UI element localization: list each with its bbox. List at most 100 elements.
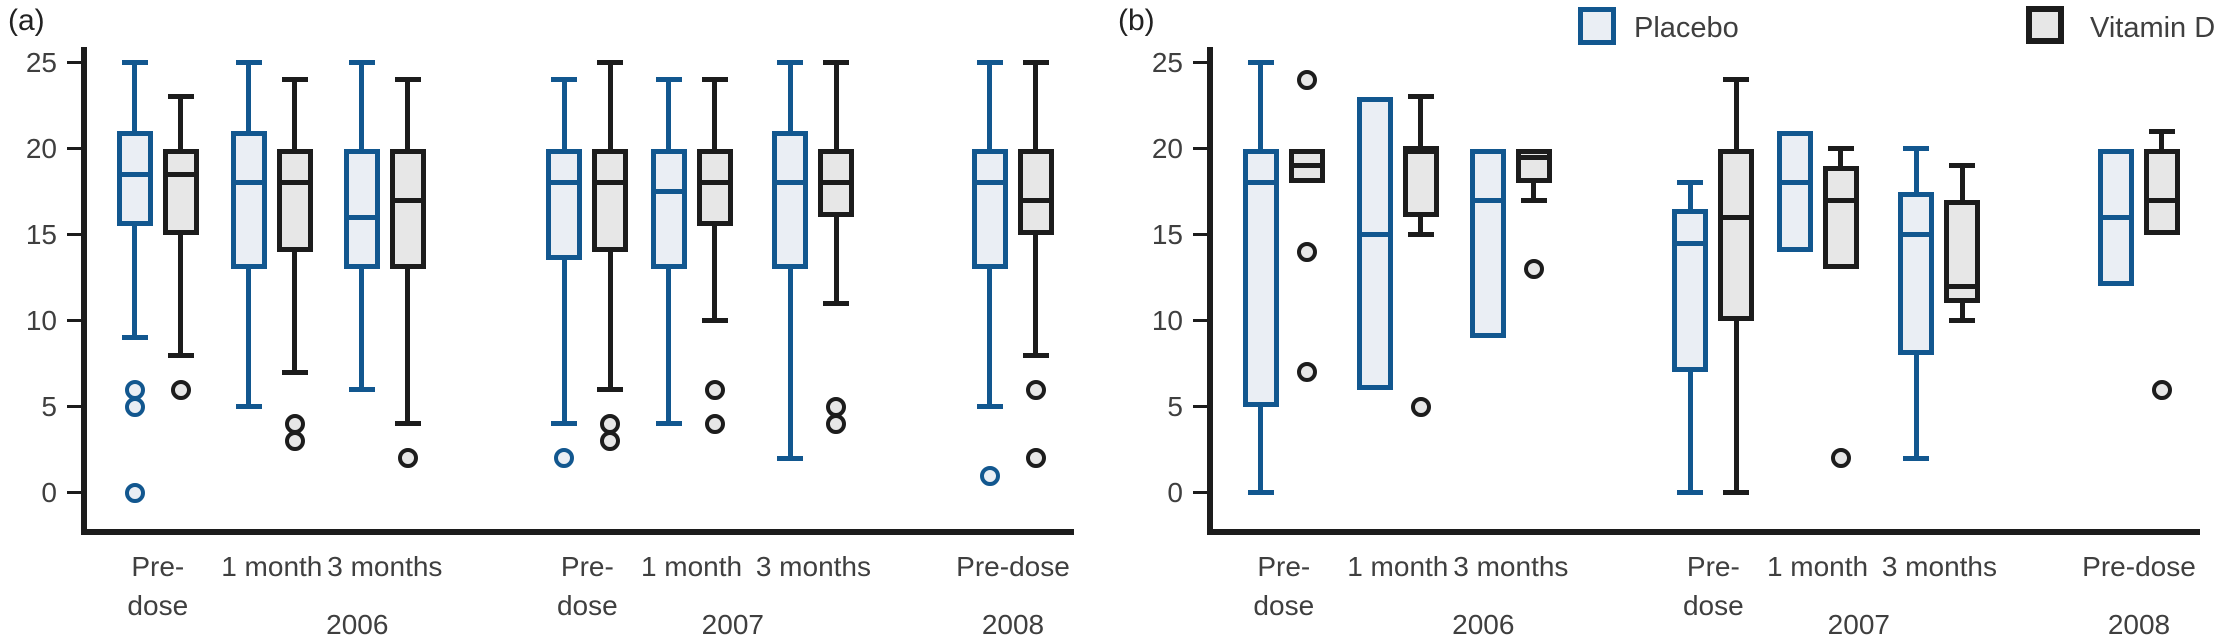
placebo-box — [116, 131, 153, 227]
vitamin_d-upper-whisker-cap — [167, 94, 194, 100]
x-category-label: Pre- dose — [1682, 551, 1744, 621]
vitamin_d-median-line — [1017, 197, 1054, 203]
panel-b-y-axis — [1207, 47, 1213, 535]
x-category-label: Pre- dose — [127, 551, 189, 621]
placebo-upper-whisker — [666, 79, 672, 149]
y-tick — [1193, 233, 1207, 237]
y-tick — [1193, 491, 1207, 495]
placebo-box — [650, 148, 687, 270]
placebo-upper-whisker — [561, 79, 567, 149]
vitamin_d-upper-whisker — [1418, 96, 1424, 149]
placebo-box — [1242, 148, 1279, 407]
vitamin_d-median-line — [1515, 154, 1552, 160]
x-category-label: 1 month — [221, 551, 323, 582]
placebo-lower-whisker — [1258, 406, 1264, 493]
placebo-box — [772, 131, 809, 270]
placebo-upper-whisker-cap — [121, 59, 148, 65]
placebo-upper-whisker-cap — [976, 59, 1003, 65]
x-category-label: 3 months — [1881, 551, 1997, 582]
y-tick — [1193, 147, 1207, 151]
placebo-upper-whisker — [132, 62, 138, 132]
x-category-label: 1 month — [1766, 551, 1869, 582]
placebo-median-line — [1469, 197, 1506, 203]
vitamin_d-lower-whisker-cap — [823, 300, 850, 306]
placebo-box — [343, 148, 380, 270]
placebo-upper-whisker-cap — [1677, 180, 1704, 186]
x-year-label: 2007 — [1827, 609, 1890, 639]
vitamin_d-box — [1515, 148, 1552, 183]
vitamin_d-lower-whisker — [1531, 182, 1537, 201]
vitamin_d-outlier — [1025, 448, 1046, 469]
placebo-lower-whisker-cap — [348, 387, 375, 393]
placebo-lower-whisker-cap — [1677, 490, 1704, 496]
y-tick — [1193, 405, 1207, 409]
placebo-upper-whisker — [987, 62, 993, 149]
y-tick — [67, 491, 81, 495]
legend-swatch-placebo — [1578, 7, 1616, 45]
placebo-upper-whisker-cap — [235, 59, 262, 65]
placebo-median-line — [1672, 240, 1709, 246]
panel-a-plot-area: 0 5 10 15 20 25 Pre- dose 1 month 3 months Pre- d… — [26, 47, 1074, 639]
placebo-median-line — [116, 171, 153, 177]
vitamin_d-box — [1718, 148, 1755, 321]
vitamin_d-box — [2143, 148, 2180, 235]
placebo-lower-whisker — [359, 269, 365, 390]
vitamin_d-lower-whisker — [833, 217, 839, 304]
vitamin_d-upper-whisker-cap — [2148, 128, 2175, 134]
placebo-upper-whisker-cap — [1247, 59, 1274, 65]
vitamin_d-lower-whisker — [405, 269, 411, 424]
panel-a-label: (a) — [8, 4, 45, 37]
placebo-outlier — [979, 465, 1000, 486]
vitamin_d-median-line — [1288, 163, 1325, 169]
placebo-upper-whisker-cap — [1903, 146, 1930, 152]
placebo-median-line — [1242, 180, 1279, 186]
vitamin_d-lower-whisker-cap — [1723, 490, 1750, 496]
vitamin_d-upper-whisker-cap — [1827, 146, 1854, 152]
vitamin_d-upper-whisker — [292, 79, 298, 149]
placebo-box — [546, 148, 583, 261]
x-category-label: Pre- dose — [556, 551, 618, 621]
placebo-lower-whisker — [246, 269, 252, 407]
y-tick-label: 10 — [25, 304, 57, 336]
legend-label-placebo: Placebo — [1634, 12, 1739, 44]
vitamin_d-outlier — [1523, 259, 1544, 280]
vitamin_d-box — [696, 148, 733, 227]
y-tick-label: 20 — [1151, 132, 1183, 164]
vitamin_d-median-line — [1718, 214, 1755, 220]
vitamin_d-lower-whisker-cap — [1949, 318, 1976, 324]
x-category-label: 3 months — [327, 551, 443, 582]
vitamin_d-outlier — [826, 413, 847, 434]
placebo-lower-whisker-cap — [976, 404, 1003, 410]
vitamin_d-lower-whisker-cap — [394, 421, 421, 427]
y-tick — [67, 233, 81, 237]
x-category-label: 1 month — [1347, 551, 1449, 582]
x-category-label: 3 months — [1453, 551, 1569, 582]
vitamin_d-upper-whisker — [1733, 79, 1739, 149]
placebo-outlier — [554, 448, 575, 469]
vitamin_d-box — [162, 148, 199, 235]
placebo-upper-whisker-cap — [655, 77, 682, 83]
vitamin_d-median-line — [389, 197, 426, 203]
vitamin_d-box — [389, 148, 426, 270]
placebo-upper-whisker — [246, 62, 252, 132]
placebo-upper-whisker-cap — [551, 77, 578, 83]
vitamin_d-upper-whisker-cap — [701, 77, 728, 83]
placebo-box — [1469, 148, 1506, 338]
vitamin_d-outlier — [1410, 396, 1431, 417]
y-tick — [67, 147, 81, 151]
vitamin_d-median-line — [1402, 146, 1439, 152]
placebo-median-line — [230, 180, 267, 186]
y-tick-label: 0 — [41, 476, 57, 508]
placebo-median-line — [772, 180, 809, 186]
vitamin_d-box — [1402, 148, 1439, 218]
vitamin_d-median-line — [592, 180, 629, 186]
placebo-box — [1776, 131, 1813, 252]
vitamin_d-lower-whisker-cap — [1520, 197, 1547, 203]
vitamin_d-box — [592, 148, 629, 252]
placebo-lower-whisker-cap — [1903, 455, 1930, 461]
vitamin_d-median-line — [276, 180, 313, 186]
vitamin_d-median-line — [696, 180, 733, 186]
vitamin_d-outlier — [397, 448, 418, 469]
x-category-label: Pre- dose — [1253, 551, 1315, 621]
